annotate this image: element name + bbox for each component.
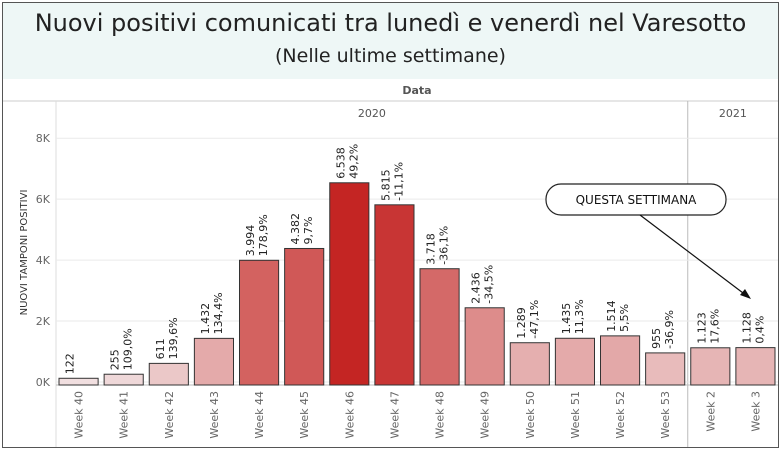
bar-value-label: 955 xyxy=(650,328,663,349)
bar-week-53 xyxy=(645,352,686,386)
chart-subtitle: (Nelle ultime settimane) xyxy=(275,45,506,67)
bar-value-label: 2.436 xyxy=(470,272,483,304)
y-tick-label: 6K xyxy=(36,193,51,206)
callout-arrow-line xyxy=(639,214,748,297)
x-tick-label: Week 44 xyxy=(253,391,266,439)
bar-change-label: 134,4% xyxy=(212,292,225,334)
x-tick-label: Week 45 xyxy=(298,391,311,439)
bar-week-40 xyxy=(58,377,99,386)
x-tick-label: Week 3 xyxy=(749,391,762,432)
bar-change-label: 178,9% xyxy=(257,214,270,256)
y-tick-label: 4K xyxy=(36,254,51,267)
bar-week-48 xyxy=(419,268,460,386)
bar-week-45 xyxy=(284,247,325,386)
bar-week-2 xyxy=(690,347,731,386)
bar-change-label: -36,9% xyxy=(663,310,676,349)
x-tick-label: Week 47 xyxy=(388,391,401,439)
year-label-2021: 2021 xyxy=(719,107,747,120)
bar-change-label: -47,1% xyxy=(528,300,541,339)
bar-value-label: 611 xyxy=(154,338,167,359)
y-tick-label: 8K xyxy=(36,132,51,145)
bar-change-label: 9,7% xyxy=(302,217,315,245)
bar-value-label: 6.538 xyxy=(334,147,347,179)
bar-week-43 xyxy=(193,337,234,386)
bar-value-label: 1.289 xyxy=(515,307,528,339)
date-header: Data xyxy=(402,84,431,97)
x-tick-label: Week 53 xyxy=(659,391,672,439)
bar-week-51 xyxy=(554,337,595,386)
bar-value-label: 4.382 xyxy=(289,213,302,245)
title-bar: Nuovi positivi comunicati tra lunedì e v… xyxy=(3,3,778,79)
x-tick-label: Week 41 xyxy=(118,391,131,439)
x-tick-label: Week 49 xyxy=(479,391,492,439)
bar-change-label: 109,0% xyxy=(122,328,135,370)
callout-arrow-head xyxy=(740,289,751,299)
x-tick-label: Week 48 xyxy=(434,391,447,439)
bar-value-label: 255 xyxy=(109,349,122,370)
bar-value-label: 3.718 xyxy=(425,233,438,265)
chart-frame: Nuovi positivi comunicati tra lunedì e v… xyxy=(2,2,779,448)
bar-week-50 xyxy=(509,342,550,386)
bar-change-label: 17,6% xyxy=(708,309,721,344)
bar-change-label: 49,2% xyxy=(347,144,360,179)
bar-week-44 xyxy=(239,259,280,386)
bar-change-label: 11,3% xyxy=(573,299,586,334)
bar-change-label: 139,6% xyxy=(167,317,180,359)
chart-title: Nuovi positivi comunicati tra lunedì e v… xyxy=(34,9,747,37)
bar-change-label: 0,4% xyxy=(753,316,766,344)
x-tick-label: Week 46 xyxy=(343,391,356,439)
y-axis-title: NUOVI TAMPONI POSITIVI xyxy=(19,190,30,316)
bar-change-label: -34,5% xyxy=(483,265,496,304)
bar-value-label: 1.123 xyxy=(695,312,708,344)
bar-week-47 xyxy=(374,204,415,386)
x-tick-label: Week 50 xyxy=(524,391,537,439)
bar-value-label: 122 xyxy=(64,353,77,374)
bar-week-41 xyxy=(103,373,144,386)
bar-value-label: 1.432 xyxy=(199,303,212,335)
bar-week-42 xyxy=(148,362,189,386)
y-tick-label: 2K xyxy=(36,315,51,328)
x-tick-label: Week 43 xyxy=(208,391,221,439)
bar-week-52 xyxy=(600,335,641,386)
bar-week-3 xyxy=(735,347,776,386)
bar-change-label: -36,1% xyxy=(438,226,451,265)
callout-box xyxy=(545,183,727,216)
x-tick-label: Week 42 xyxy=(163,391,176,439)
x-tick-label: Week 2 xyxy=(704,391,717,432)
bar-change-label: -11,1% xyxy=(392,162,405,201)
x-tick-label: Week 40 xyxy=(73,391,86,439)
bar-value-label: 1.435 xyxy=(560,303,573,335)
bar-chart: Data 2020 2021 0K 2K 4K 6K 8K NUOVI TAMPONI POSI… xyxy=(3,84,778,447)
bar-value-label: 1.514 xyxy=(605,300,618,332)
bar-week-49 xyxy=(464,307,505,386)
callout-text: QUESTA SETTIMANA xyxy=(576,193,698,207)
bar-value-label: 3.994 xyxy=(244,225,257,257)
y-tick-label: 0K xyxy=(36,376,51,389)
bar-value-label: 5.815 xyxy=(379,169,392,201)
year-label-2020: 2020 xyxy=(358,107,386,120)
x-tick-label: Week 51 xyxy=(569,391,582,439)
bar-week-46 xyxy=(329,182,370,386)
bar-value-label: 1.128 xyxy=(740,312,753,344)
bar-change-label: 5,5% xyxy=(618,304,631,332)
x-tick-label: Week 52 xyxy=(614,391,627,439)
